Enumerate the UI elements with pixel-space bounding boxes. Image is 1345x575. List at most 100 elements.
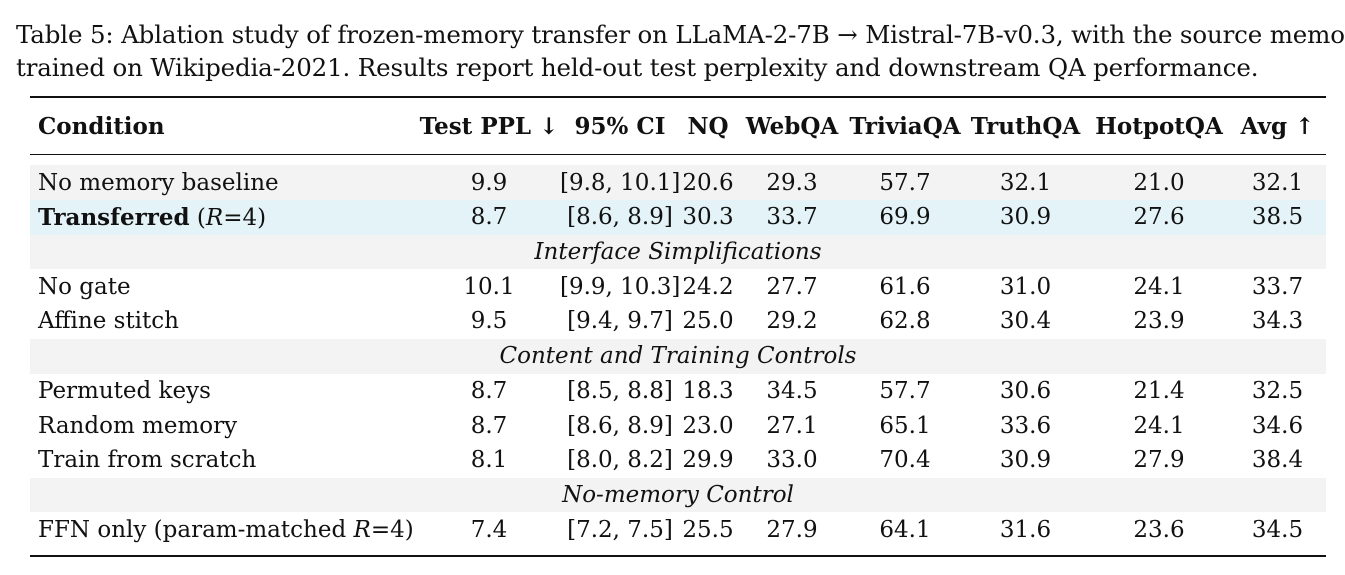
cell-nq: 29.9 <box>682 447 734 474</box>
cell-triviaqa: 65.1 <box>879 412 931 439</box>
cell-truthqa: 30.9 <box>999 447 1052 474</box>
cell-ci: [9.4, 9.7] <box>567 308 673 335</box>
table-caption: Table 5: Ablation study of frozen-memory… <box>16 18 1345 84</box>
cell-webqa: 29.2 <box>766 308 818 335</box>
cell-ppl: 10.1 <box>463 273 515 300</box>
condition-r-symbol: R <box>205 204 224 231</box>
top-rule <box>30 96 1326 98</box>
ablation-table: Condition Test PPL ↓ 95% CI NQ WebQA Tri… <box>30 96 1326 557</box>
cell-hotpotqa: 24.1 <box>1133 412 1185 439</box>
table-row-random-memory: Random memory 8.7 [8.6, 8.9] 23.0 27.1 6… <box>30 408 1326 443</box>
cell-hotpotqa: 23.9 <box>1133 308 1185 335</box>
cell-condition: No gate <box>38 273 131 300</box>
section-label: Interface Simplifications <box>30 234 1326 270</box>
cell-ppl: 8.7 <box>470 377 508 404</box>
cell-ppl: 8.7 <box>470 412 508 439</box>
section-label: No-memory Control <box>30 477 1326 513</box>
cell-avg: 32.5 <box>1251 377 1304 404</box>
cell-ci: [9.8, 10.1] <box>560 165 680 201</box>
cell-webqa: 34.5 <box>766 377 818 404</box>
section-row-no-memory: No-memory Control <box>30 477 1326 513</box>
cell-condition: Train from scratch <box>38 447 257 474</box>
cell-triviaqa: 69.9 <box>848 200 962 235</box>
condition-rest-text: =4) <box>223 204 267 231</box>
cell-condition: Random memory <box>38 412 238 439</box>
header-hotpotqa: HotpotQA <box>1095 112 1223 140</box>
cell-webqa: 33.0 <box>766 447 818 474</box>
table-row-train-from-scratch: Train from scratch 8.1 [8.0, 8.2] 29.9 3… <box>30 443 1326 478</box>
cell-webqa: 27.9 <box>766 516 818 543</box>
cell-hotpotqa: 27.9 <box>1133 447 1185 474</box>
cell-hotpotqa: 27.6 <box>1089 200 1229 235</box>
bottom-rule <box>30 554 1326 557</box>
cell-ppl: 9.9 <box>418 165 560 201</box>
spacer-row <box>30 155 1326 166</box>
cell-triviaqa: 62.8 <box>879 308 931 335</box>
cell-hotpotqa: 23.6 <box>1133 516 1185 543</box>
cell-triviaqa: 57.7 <box>848 165 962 201</box>
cell-condition: Affine stitch <box>38 308 179 335</box>
results-body: No memory baseline 9.9 [9.8, 10.1] 20.6 … <box>30 155 1326 555</box>
section-row-content: Content and Training Controls <box>30 338 1326 374</box>
cell-ci: [8.5, 8.8] <box>567 377 673 404</box>
table-row-affine-stitch: Affine stitch 9.5 [9.4, 9.7] 25.0 29.2 6… <box>30 304 1326 339</box>
cell-webqa: 29.3 <box>736 165 848 201</box>
results-table: Condition Test PPL ↓ 95% CI NQ WebQA Tri… <box>30 98 1326 154</box>
cell-ppl: 8.7 <box>418 200 560 235</box>
table-row-permuted-keys: Permuted keys 8.7 [8.5, 8.8] 18.3 34.5 5… <box>30 374 1326 409</box>
cell-avg: 38.4 <box>1251 447 1304 474</box>
condition-rest-text: =4) <box>370 516 414 543</box>
cell-avg: 34.6 <box>1251 412 1304 439</box>
cell-avg: 38.5 <box>1229 200 1326 235</box>
header-avg: Avg ↑ <box>1240 112 1315 140</box>
cell-triviaqa: 61.6 <box>879 273 931 300</box>
cell-ci: [9.9, 10.3] <box>560 273 681 300</box>
cell-hotpotqa: 24.1 <box>1133 273 1185 300</box>
header-ci: 95% CI <box>574 112 666 140</box>
cell-truthqa: 30.4 <box>999 308 1052 335</box>
header-webqa: WebQA <box>745 112 839 140</box>
cell-ppl: 9.5 <box>470 308 508 335</box>
table-row-transferred: Transferred (R=4) 8.7 [8.6, 8.9] 30.3 33… <box>30 200 1326 235</box>
cell-ppl: 7.4 <box>470 516 508 543</box>
cell-condition: Permuted keys <box>38 377 211 404</box>
cell-condition: No memory baseline <box>30 165 418 201</box>
condition-open-text: ( <box>189 204 206 231</box>
header-triviaqa: TriviaQA <box>849 112 961 140</box>
section-row-interface: Interface Simplifications <box>30 234 1326 270</box>
header-condition: Condition <box>38 112 165 140</box>
header-test-ppl: Test PPL ↓ <box>419 112 559 140</box>
cell-nq: 20.6 <box>680 165 736 201</box>
cell-condition: FFN only (param-matched R=4) <box>30 512 418 547</box>
cell-avg: 33.7 <box>1251 273 1304 300</box>
spacer-row <box>30 546 1326 555</box>
caption-line-2: trained on Wikipedia-2021. Results repor… <box>16 53 1259 82</box>
table-row-no-gate: No gate 10.1 [9.9, 10.3] 24.2 27.7 61.6 … <box>30 269 1326 304</box>
condition-bold-text: Transferred <box>38 203 190 231</box>
cell-webqa: 27.1 <box>766 412 818 439</box>
cell-nq: 30.3 <box>680 200 736 235</box>
section-label: Content and Training Controls <box>30 338 1326 374</box>
cell-ppl: 8.1 <box>470 447 508 474</box>
header-rule <box>30 154 1326 156</box>
header-row: Condition Test PPL ↓ 95% CI NQ WebQA Tri… <box>30 98 1326 154</box>
cell-ci: [8.0, 8.2] <box>567 447 673 474</box>
cell-nq: 18.3 <box>682 377 734 404</box>
cell-webqa: 27.7 <box>766 273 818 300</box>
cell-webqa: 33.7 <box>736 200 848 235</box>
cell-truthqa: 30.6 <box>999 377 1052 404</box>
cell-avg: 34.3 <box>1251 308 1304 335</box>
cell-hotpotqa: 21.4 <box>1133 377 1185 404</box>
cell-ci: [7.2, 7.5] <box>567 516 673 543</box>
cell-avg: 34.5 <box>1251 516 1304 543</box>
cell-nq: 23.0 <box>682 412 734 439</box>
header-truthqa: TruthQA <box>970 112 1081 140</box>
cell-triviaqa: 70.4 <box>879 447 931 474</box>
cell-ci: [8.6, 8.9] <box>560 200 680 235</box>
cell-truthqa: 33.6 <box>999 412 1052 439</box>
cell-nq: 24.2 <box>682 273 734 300</box>
cell-truthqa: 32.1 <box>962 165 1089 201</box>
cell-truthqa: 31.6 <box>999 516 1052 543</box>
table-row-baseline: No memory baseline 9.9 [9.8, 10.1] 20.6 … <box>30 165 1326 201</box>
condition-r-symbol: R <box>353 516 371 543</box>
